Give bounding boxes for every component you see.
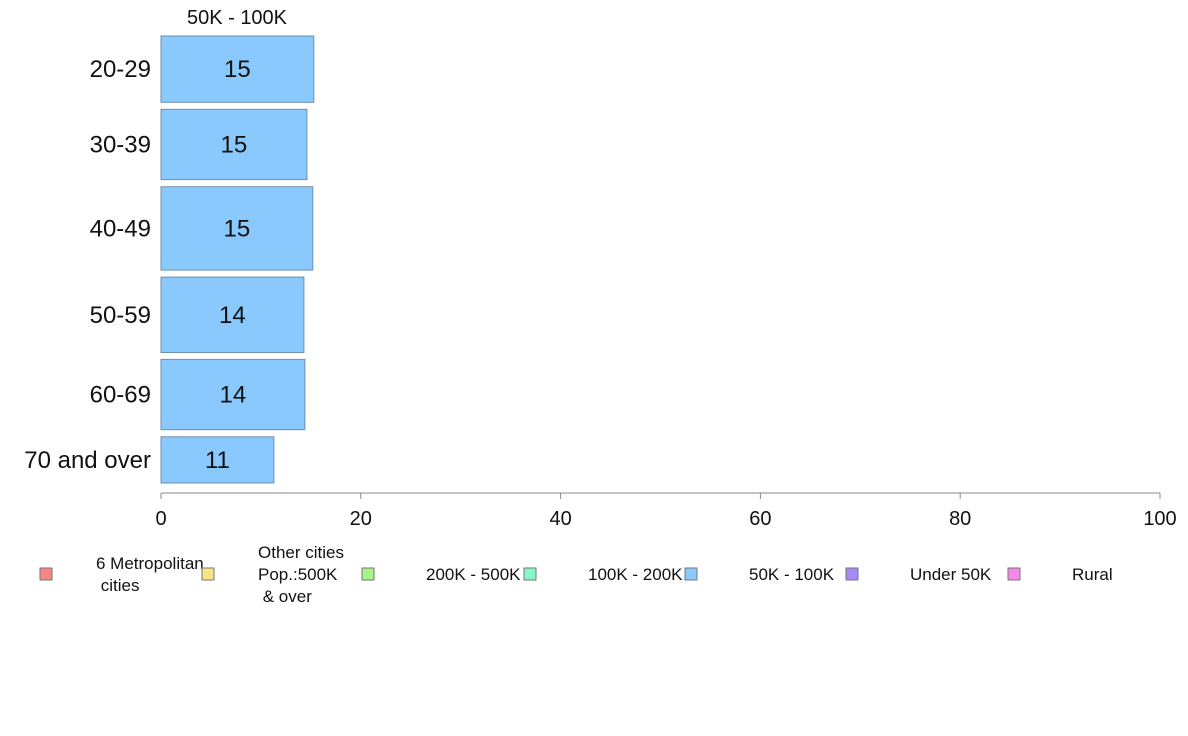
- data-label: 15: [224, 56, 251, 83]
- x-tick-label: 80: [949, 508, 971, 530]
- legend-swatch: [523, 567, 537, 581]
- x-tick-label: 40: [549, 508, 571, 530]
- data-label: 11: [205, 447, 230, 474]
- x-tick-label: 100: [1143, 508, 1176, 530]
- bar-60-69: [160, 358, 306, 431]
- legend-label: Other cities Pop.:500K & over: [258, 543, 344, 606]
- legend-label: 100K - 200K: [588, 565, 683, 584]
- legend-swatch: [684, 567, 698, 581]
- legend-swatch: [1007, 567, 1021, 581]
- bars-group: 20-29 15 30-39 15 40-49 15 50-59 14 60-69 14 70 an…: [24, 35, 315, 484]
- legend: 6 Metropolitan cities Other cities Pop.:50…: [39, 543, 1113, 606]
- category-label: 70 and over: [24, 447, 151, 474]
- category-label: 50-59: [90, 302, 151, 329]
- data-label: 15: [224, 215, 251, 242]
- chart-title: 50K - 100K: [187, 7, 288, 29]
- x-tick-label: 20: [350, 508, 372, 530]
- bar-50-59: [160, 276, 305, 354]
- x-axis: 0 20 40 60 80 100: [155, 492, 1177, 530]
- category-label: 40-49: [90, 215, 151, 242]
- bar-30-39: [160, 108, 308, 181]
- legend-label: Rural: [1072, 565, 1113, 584]
- bar-70-and-over: [160, 436, 275, 484]
- legend-swatch: [845, 567, 859, 581]
- category-label: 60-69: [90, 382, 151, 409]
- legend-swatch: [201, 567, 215, 581]
- legend-label: 50K - 100K: [749, 565, 835, 584]
- legend-label: Under 50K: [910, 565, 992, 584]
- data-label: 14: [220, 382, 247, 409]
- legend-swatch: [39, 567, 53, 581]
- bar-40-49: [160, 186, 314, 271]
- x-tick-label: 0: [155, 508, 166, 530]
- x-tick-label: 60: [749, 508, 771, 530]
- legend-label: 200K - 500K: [426, 565, 521, 584]
- legend-label: 6 Metropolitan cities: [96, 554, 204, 595]
- legend-swatch: [361, 567, 375, 581]
- bar-20-29: [160, 35, 315, 103]
- category-label: 20-29: [90, 56, 151, 83]
- data-label: 14: [219, 302, 246, 329]
- category-label: 30-39: [90, 132, 151, 159]
- data-label: 15: [221, 132, 248, 159]
